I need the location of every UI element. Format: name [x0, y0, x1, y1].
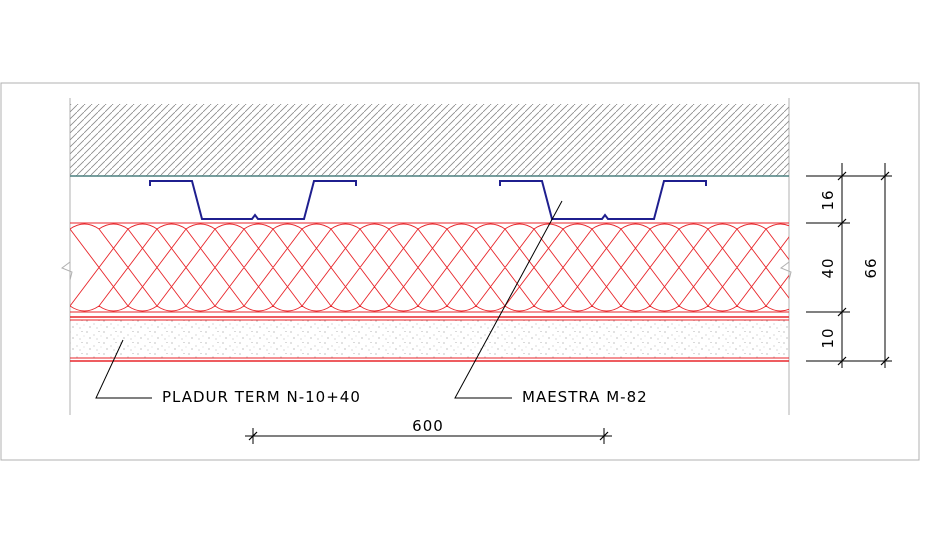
- break-symbol-left: [60, 261, 73, 281]
- gap-dimension-text: 16: [819, 189, 837, 210]
- plasterboard-layer: [70, 316, 789, 362]
- insulation-loops: [70, 223, 789, 312]
- profile-label-leader: [454, 200, 563, 399]
- insulation-dimension-text: 40: [819, 257, 837, 278]
- board-dimension-text: 10: [819, 327, 837, 348]
- break-symbol-right: [779, 261, 792, 281]
- profile-label: MAESTRA M-82: [522, 388, 648, 406]
- concrete-slab: [70, 104, 789, 176]
- insulation-layer: [70, 222, 789, 313]
- total-dimension-text: 66: [862, 257, 880, 278]
- spacing-dimension-text: 600: [412, 417, 444, 435]
- spacing-dimension: 600: [245, 417, 612, 444]
- omega-profile-2: [499, 180, 707, 220]
- panel-label: PLADUR TERM N-10+40: [162, 388, 361, 406]
- omega-profile-1: [149, 180, 357, 220]
- drawing-frame: [0, 82, 920, 461]
- insulation-fiber-pattern: [70, 223, 789, 312]
- panel-label-leader: [95, 339, 152, 399]
- thickness-dimensions: 16 40 10 66: [806, 163, 892, 368]
- maestra-profiles: [149, 180, 707, 220]
